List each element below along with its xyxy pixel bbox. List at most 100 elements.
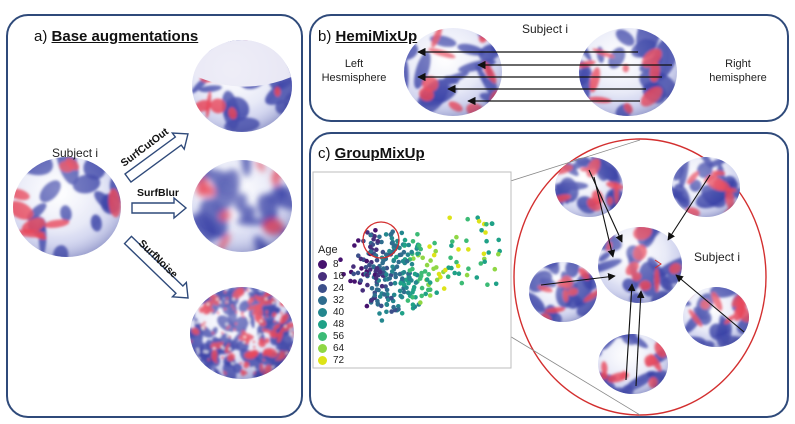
- legend-swatch: [318, 271, 327, 281]
- scatter-point: [428, 258, 433, 263]
- sphere-shading: [13, 157, 121, 257]
- scatter-point: [401, 249, 407, 255]
- scatter-point: [483, 230, 488, 235]
- scatter-point: [364, 303, 370, 309]
- scatter-point: [367, 262, 372, 268]
- panel-a-title: a) Base augmentations: [34, 28, 199, 45]
- scatter-point: [372, 293, 378, 298]
- scatter-point: [464, 238, 469, 243]
- scatter-point: [415, 251, 420, 256]
- scatter-point: [434, 277, 440, 283]
- sphere-shading: [190, 287, 294, 379]
- scatter-point: [431, 252, 437, 258]
- scatter-point: [358, 256, 364, 262]
- scatter-point: [419, 293, 425, 299]
- legend-entry: 24: [318, 282, 368, 294]
- legend-swatch: [318, 295, 327, 305]
- scatter-point: [389, 269, 395, 274]
- hollow-arrow-shape: [124, 132, 189, 184]
- scatter-point: [377, 234, 382, 240]
- scatter-point: [379, 239, 384, 245]
- neighbour-sphere-2: [672, 157, 740, 217]
- scatter-point: [447, 215, 453, 221]
- scatter-point: [391, 304, 396, 310]
- scatter-point: [427, 293, 433, 298]
- scatter-point: [382, 292, 387, 297]
- legend-label: 72: [333, 354, 345, 366]
- scatter-point: [373, 228, 378, 233]
- scatter-point: [454, 259, 459, 265]
- scatter-point: [369, 286, 375, 291]
- legend-entry: 8: [318, 258, 368, 270]
- scatter-point: [389, 236, 395, 241]
- panel-b-title: b) HemiMixUp: [318, 28, 418, 45]
- scatter-point: [398, 281, 404, 286]
- scatter-point: [417, 276, 423, 281]
- scatter-point: [384, 287, 390, 293]
- sphere-shading: [672, 157, 740, 217]
- scatter-point: [388, 281, 394, 287]
- legend-entry: 32: [318, 294, 368, 306]
- scatter-point: [481, 251, 487, 257]
- surfblur-arrow: SurfBlur: [131, 187, 188, 220]
- scatter-point: [466, 266, 471, 272]
- scatter-point: [407, 268, 413, 273]
- scatter-point: [401, 289, 407, 295]
- scatter-point: [384, 272, 389, 277]
- sphere-shading: [579, 28, 677, 116]
- scatter-point: [368, 244, 373, 250]
- scatter-point: [456, 247, 461, 252]
- legend-entry: 56: [318, 330, 368, 342]
- scatter-point: [376, 287, 381, 293]
- scatter-point: [493, 281, 499, 287]
- legend-entry: 72: [318, 354, 368, 366]
- scatter-point: [399, 230, 405, 236]
- scatter-point: [475, 215, 481, 220]
- scatter-point: [397, 288, 403, 294]
- neighbour-arrow: [635, 290, 645, 387]
- scatter-point: [406, 242, 412, 248]
- legend-label: 8: [333, 258, 339, 270]
- legend-entry: 64: [318, 342, 368, 354]
- scatter-point: [436, 271, 442, 277]
- scatter-point: [379, 283, 385, 289]
- scatter-point: [466, 247, 471, 252]
- panel-c-title: c) GroupMixUp: [318, 145, 425, 162]
- scatter-point: [484, 222, 489, 227]
- panel-groupmixup: [309, 132, 789, 418]
- right-hemisphere-label: Right hemisphere: [688, 58, 788, 84]
- sphere-shading: [555, 157, 623, 217]
- scatter-point: [394, 254, 399, 260]
- scatter-point: [404, 285, 409, 291]
- scatter-point: [373, 276, 379, 281]
- scatter-point: [410, 295, 415, 300]
- scatter-point: [390, 264, 395, 270]
- age-legend: Age 8 16 24 32 40 48 56 64 72: [318, 244, 368, 366]
- scatter-point: [486, 250, 492, 255]
- scatter-point: [449, 265, 454, 271]
- scatter-point: [482, 259, 488, 265]
- scatter-point: [484, 238, 489, 244]
- scatter-point: [485, 282, 490, 288]
- scatter-point: [397, 252, 403, 258]
- augmentation-label: SurfBlur: [137, 187, 179, 199]
- scatter-point: [384, 252, 389, 257]
- sphere-shading: [598, 227, 682, 303]
- scatter-point: [399, 311, 405, 316]
- scatter-point: [348, 278, 353, 284]
- neighbour-arrow: [540, 273, 616, 286]
- scatter-point: [410, 239, 416, 244]
- scatter-point: [427, 280, 433, 285]
- legend-swatch: [318, 283, 327, 293]
- scatter-point: [402, 242, 408, 248]
- hollow-arrow-shape: [131, 196, 188, 220]
- scatter-point: [455, 263, 461, 269]
- right-hemisphere-line1: Right: [725, 58, 751, 70]
- scatter-point: [358, 278, 364, 283]
- neighbour-arrow: [667, 174, 711, 241]
- legend-entry: 48: [318, 318, 368, 330]
- scatter-point: [365, 230, 370, 235]
- scatter-point: [424, 277, 430, 282]
- scatter-point: [450, 239, 455, 244]
- scatter-point: [420, 255, 426, 261]
